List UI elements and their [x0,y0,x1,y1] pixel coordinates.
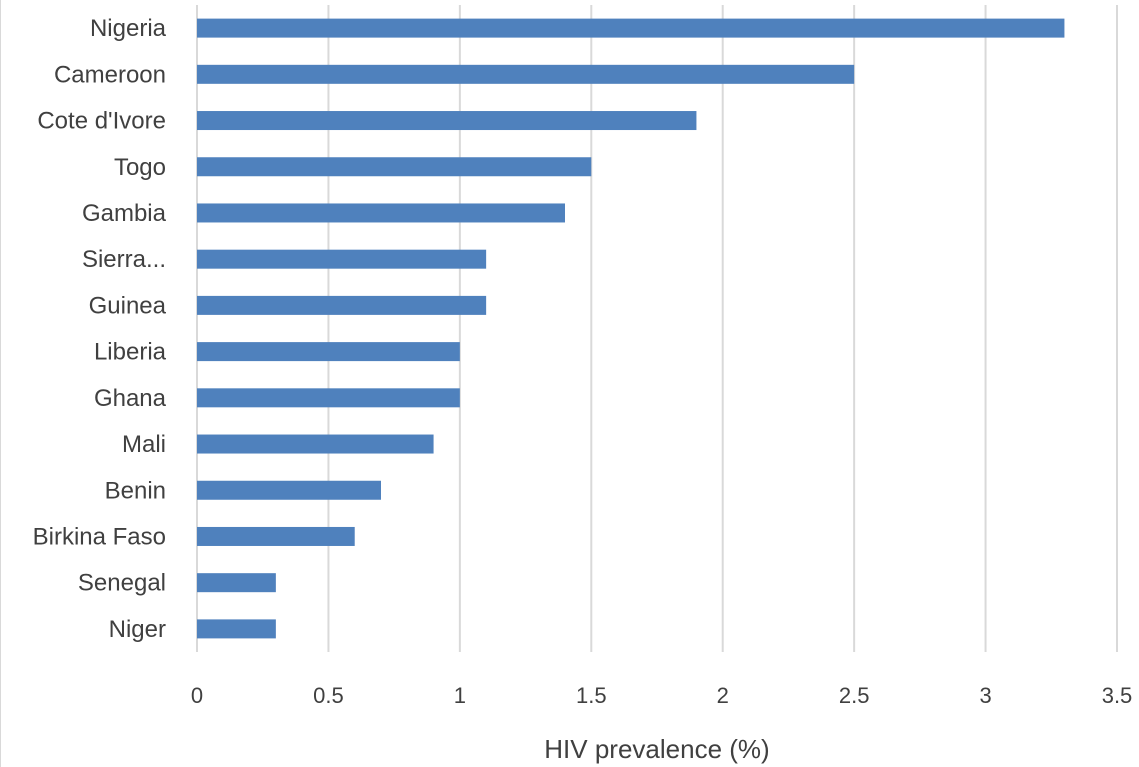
category-label: Cote d'Ivore [37,108,166,135]
category-label: Benin [105,477,166,504]
category-labels: Nigeria Cameroon Cote d'Ivore Togo Gambia Sie… [33,15,167,643]
category-label: Gambia [82,200,167,227]
x-tick-label: 0.5 [313,683,344,708]
bars [197,18,1065,639]
x-tick-label: 3.5 [1102,683,1133,708]
x-tick-label: 2.5 [839,683,870,708]
bar [197,249,487,269]
bar [197,619,276,639]
category-label: Ghana [94,385,167,412]
bar [197,388,460,408]
category-label: Birkina Faso [33,523,166,550]
x-tick-label: 1.5 [576,683,607,708]
bar [197,480,381,500]
x-tick-label: 1 [454,683,466,708]
bar [197,295,487,315]
gridlines [196,5,1118,652]
category-label: Guinea [89,292,167,319]
bar [197,157,592,177]
x-axis-title: HIV prevalence (%) [544,734,769,764]
bar [197,434,434,454]
bar [197,526,355,546]
category-label: Niger [109,616,166,643]
bar [197,18,1065,38]
x-tick-labels: 0 0.5 1 1.5 2 2.5 3 3.5 [191,683,1132,708]
bar [197,203,565,223]
category-label: Nigeria [90,15,167,42]
category-label: Mali [122,431,166,458]
category-label: Togo [114,154,166,181]
x-tick-label: 3 [979,683,991,708]
bar [197,64,855,84]
bar [197,342,460,362]
bar [197,111,697,131]
x-tick-label: 2 [717,683,729,708]
x-tick-label: 0 [191,683,203,708]
category-label: Senegal [78,570,166,597]
category-label: Liberia [94,339,167,366]
category-label: Sierra... [82,246,166,273]
category-label: Cameroon [54,61,166,88]
bar [197,573,276,593]
